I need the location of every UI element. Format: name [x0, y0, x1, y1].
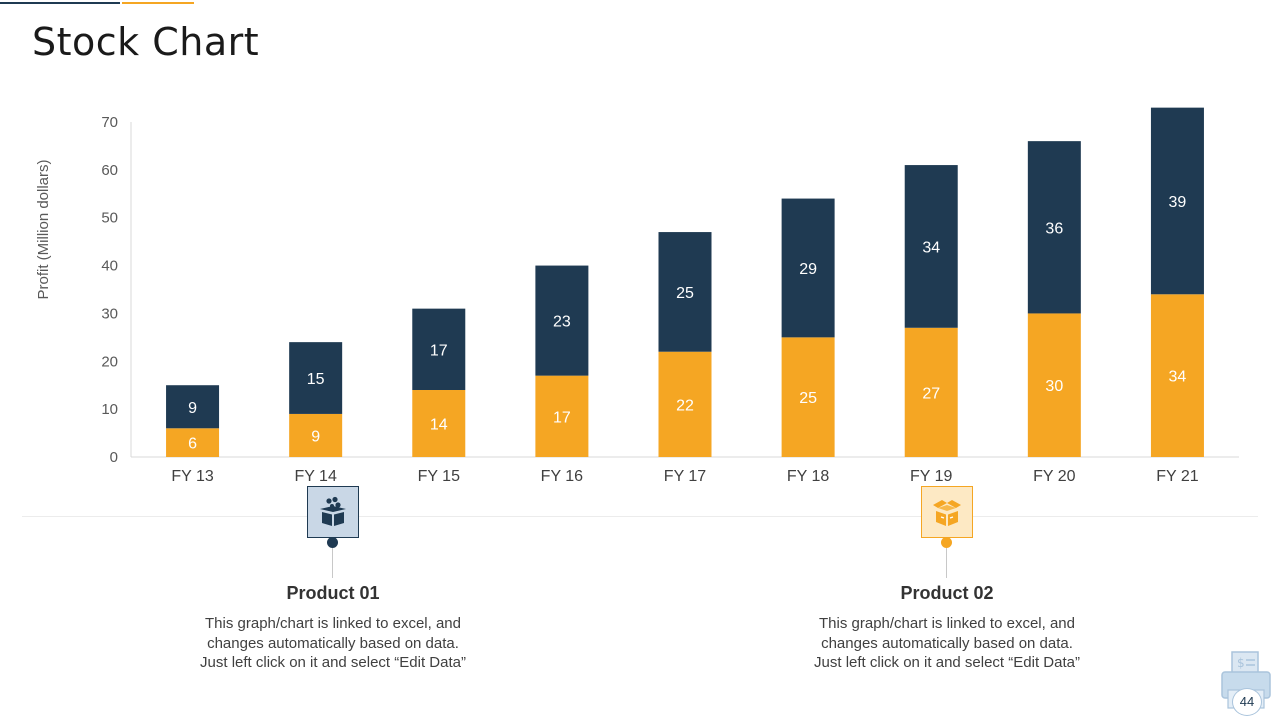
- x-tick-label: FY 20: [1033, 468, 1076, 485]
- product-01-icon-box: [307, 486, 359, 538]
- bar-segment-product-01: [535, 265, 589, 376]
- bar-data-label: 29: [799, 261, 817, 278]
- bar-data-label: 39: [1169, 194, 1187, 211]
- product-02-description: This graph/chart is linked to excel, and…: [787, 614, 1107, 673]
- x-tick-label: FY 15: [418, 468, 461, 485]
- product-01-description: This graph/chart is linked to excel, and…: [173, 614, 493, 673]
- y-tick-label: 10: [101, 401, 118, 418]
- bar-data-label: 14: [430, 417, 448, 434]
- bar-data-label: 17: [430, 342, 448, 359]
- bar-segment-product-01: [1027, 141, 1081, 314]
- bar-segment-product-01: [1150, 107, 1204, 295]
- product-01-title: Product 01: [286, 583, 380, 603]
- open-package-icon: [933, 500, 961, 526]
- product-02-desc-line: This graph/chart is linked to excel, and: [819, 615, 1075, 632]
- page-title: Stock Chart: [32, 20, 260, 64]
- bar-data-label: 9: [188, 400, 197, 417]
- bar-segment-product-01: [289, 342, 343, 414]
- bar-segment-product-02: [904, 327, 958, 457]
- product-01-desc-line: This graph/chart is linked to excel, and: [205, 615, 461, 632]
- bar-segment-product-02: [535, 375, 589, 457]
- bar-segment-product-02: [289, 413, 343, 457]
- bar-segment-product-01: [658, 232, 712, 352]
- bar-data-label: 17: [553, 409, 571, 426]
- x-tick-label: FY 21: [1156, 468, 1199, 485]
- y-tick-label: 0: [110, 449, 118, 466]
- bar-segment-product-01: [166, 385, 220, 429]
- y-tick-label: 20: [101, 353, 118, 370]
- x-tick-label: FY 17: [664, 468, 707, 485]
- bar-data-label: 6: [188, 436, 197, 453]
- bar-segment-product-02: [1027, 313, 1081, 457]
- bar-data-label: 30: [1045, 378, 1063, 395]
- bar-data-label: 22: [676, 397, 694, 414]
- bar-segment-product-02: [781, 337, 835, 457]
- product-02-title: Product 02: [900, 583, 994, 603]
- header-accent-line-dark: [0, 2, 120, 4]
- y-tick-label: 40: [101, 258, 118, 275]
- y-tick-label: 70: [101, 114, 118, 131]
- bar-data-label: 23: [553, 314, 571, 331]
- bar-data-label: 34: [1169, 369, 1187, 386]
- product-01-desc-line: changes automatically based on data.: [207, 634, 459, 652]
- x-tick-label: FY 19: [910, 468, 953, 485]
- y-tick-label: 60: [101, 162, 118, 179]
- product-02-desc-line: Just left click on it and select “Edit D…: [814, 654, 1080, 671]
- bar-data-label: 34: [922, 239, 940, 256]
- y-tick-label: 30: [101, 305, 118, 322]
- bar-segment-product-01: [904, 165, 958, 328]
- x-tick-label: FY 13: [171, 468, 214, 485]
- bar-data-label: 15: [307, 371, 325, 388]
- x-tick-label: FY 16: [541, 468, 584, 485]
- bar-data-label: 27: [922, 385, 940, 402]
- invoice-printer-icon: $: [1221, 651, 1271, 709]
- bar-segment-product-02: [412, 390, 466, 457]
- product-01-marker-dot: [327, 537, 338, 548]
- box-with-items-icon: [320, 496, 346, 526]
- page-number: 44: [1232, 688, 1262, 716]
- y-axis-title: Profit (Million dollars): [35, 159, 52, 299]
- bar-data-label: 25: [799, 390, 817, 407]
- bar-data-label: 25: [676, 285, 694, 302]
- product-01-connector-line: [332, 548, 333, 578]
- product-02-icon-box: [921, 486, 973, 538]
- bar-data-label: 36: [1045, 220, 1063, 237]
- x-tick-label: FY 18: [787, 468, 830, 485]
- section-divider: [22, 516, 1258, 517]
- bar-segment-product-02: [1150, 294, 1204, 457]
- bar-segment-product-01: [412, 308, 466, 390]
- y-tick-label: 50: [101, 210, 118, 227]
- product-01-desc-line: Just left click on it and select “Edit D…: [200, 654, 466, 671]
- product-02-connector-line: [946, 548, 947, 578]
- svg-text:$: $: [1237, 656, 1245, 670]
- bar-segment-product-02: [166, 428, 220, 457]
- product-02-marker-dot: [941, 537, 952, 548]
- stacked-bar-chart: 0 10 20 30 40 50 60 70 Profit (Million dollars) 6…: [35, 107, 1239, 485]
- bar-data-label: 9: [311, 428, 320, 445]
- bar-segment-product-01: [781, 198, 835, 338]
- product-02-desc-line: changes automatically based on data.: [821, 634, 1073, 652]
- bar-segment-product-02: [658, 351, 712, 457]
- header-accent-line-orange: [122, 2, 194, 4]
- x-tick-label: FY 14: [294, 468, 337, 485]
